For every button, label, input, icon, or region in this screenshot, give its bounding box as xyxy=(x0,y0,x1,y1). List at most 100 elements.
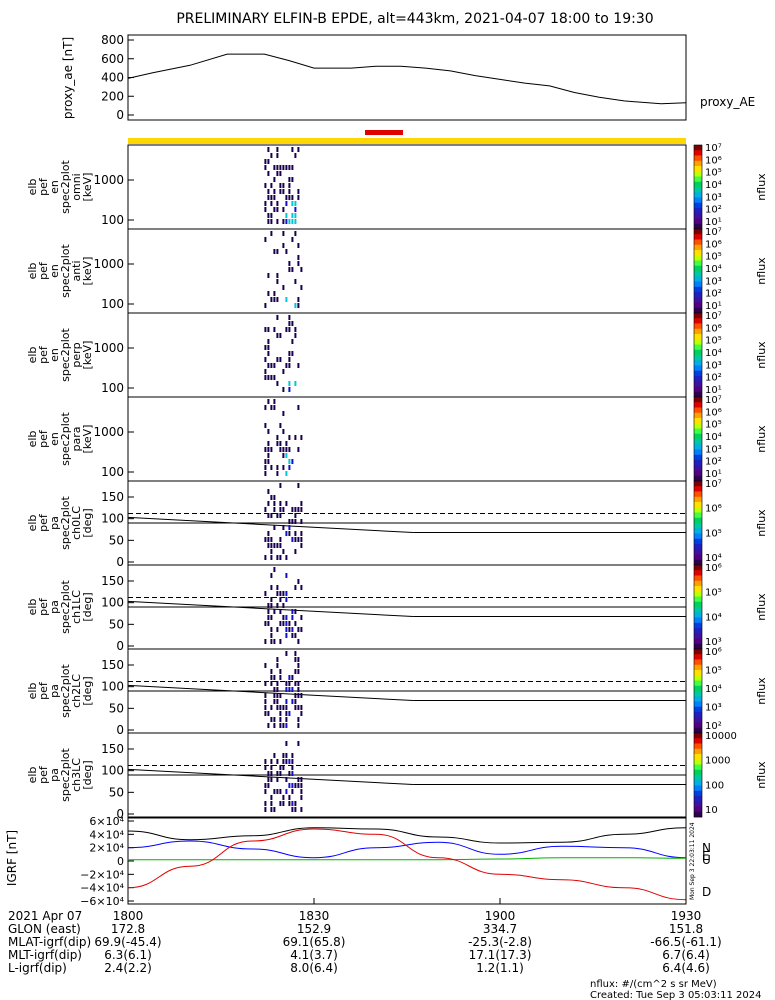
spectrogram-cell xyxy=(291,801,294,806)
table-row-label: GLON (east) xyxy=(8,922,81,936)
panel-ytick-label: 100 xyxy=(101,596,124,610)
panel-ytick-label: 1000 xyxy=(93,173,124,187)
colorbar-segment xyxy=(694,586,702,592)
spectrogram-cell xyxy=(276,279,279,284)
spectrogram-cell xyxy=(294,681,297,686)
colorbar-segment xyxy=(694,591,702,597)
colorbar-segment xyxy=(694,649,702,655)
spectrogram-cell xyxy=(267,783,270,788)
spectrogram-cell xyxy=(273,753,276,758)
spectrogram-cell xyxy=(276,207,279,212)
spectrogram-cell xyxy=(267,453,270,458)
spectrogram-cell xyxy=(264,165,267,170)
spectrogram-cell xyxy=(294,651,297,656)
spectrogram-cell xyxy=(267,351,270,356)
igrf-series-D xyxy=(127,828,687,901)
spectrogram-cell xyxy=(282,465,285,470)
colorbar-segment xyxy=(694,680,702,687)
spectrogram-cell xyxy=(270,447,273,452)
colorbar-segment xyxy=(694,696,702,702)
spectrogram-cell xyxy=(273,807,276,812)
panel-ylabel-line: elb xyxy=(26,347,39,364)
colorbar-segment xyxy=(694,286,702,293)
spectrogram-cell xyxy=(264,537,267,542)
spectrogram-cell xyxy=(276,543,279,548)
panel-ylabel-line: [deg] xyxy=(81,592,94,621)
panel-ylabel-line: elb xyxy=(26,767,39,784)
spectrogram-cell xyxy=(270,669,273,674)
spectrogram-cell xyxy=(276,627,279,632)
colorbar-segment xyxy=(694,544,702,550)
panel-ylabel-line: [keV] xyxy=(81,173,94,202)
spectrogram-cell xyxy=(273,525,276,530)
colorbar-label: nflux xyxy=(755,509,768,537)
spectrogram-cell xyxy=(279,801,282,806)
panel-ytick-label: 150 xyxy=(101,742,124,756)
panel-ylabel-line: ch2LC xyxy=(70,674,83,708)
spectrogram-cell xyxy=(282,759,285,764)
colorbar-segment xyxy=(694,402,702,408)
spectrogram-cell xyxy=(285,201,288,206)
spectrogram-cell xyxy=(270,375,273,380)
spectrogram-cell xyxy=(273,699,276,704)
spectrogram-cell xyxy=(264,207,267,212)
spectrogram-cell xyxy=(270,513,273,518)
spectrogram-cell xyxy=(270,213,273,218)
panel-ylabel-line: spec2plot xyxy=(59,748,72,802)
spectrogram-cell xyxy=(291,237,294,242)
colorbar-segment xyxy=(694,596,702,603)
colorbar-tick-label: 10⁴ xyxy=(705,348,722,359)
spectrogram-cell xyxy=(273,405,276,410)
colorbar-segment xyxy=(694,423,702,429)
spectrogram-cell xyxy=(288,195,291,200)
colorbar-label: nflux xyxy=(755,761,768,789)
colorbar-segment xyxy=(694,318,702,324)
spectrogram-cell xyxy=(291,627,294,632)
spectrogram-cell xyxy=(285,165,288,170)
spectrogram-cell xyxy=(279,423,282,428)
colorbar-segment xyxy=(694,654,702,660)
panel-ylabel-line: elb xyxy=(26,599,39,616)
spectrogram-cell xyxy=(264,471,267,476)
panel-ylabel-line: en xyxy=(48,264,61,278)
spectrogram-cell xyxy=(285,441,288,446)
spectrogram-cell xyxy=(285,759,288,764)
spectrogram-cell xyxy=(291,771,294,776)
spectrogram-cell xyxy=(291,789,294,794)
spectrogram-cell xyxy=(267,171,270,176)
spectrogram-cell xyxy=(270,633,273,638)
proxy-ae-ylabel: proxy_ae [nT] xyxy=(61,37,75,119)
spectrogram-cell xyxy=(285,651,288,656)
table-cell: 8.0(6.4) xyxy=(290,961,338,975)
spectrogram-cell xyxy=(285,741,288,746)
panel-ytick-label: 0 xyxy=(116,807,124,821)
spectrogram-cell xyxy=(285,705,288,710)
spectrogram-cell xyxy=(270,759,273,764)
colorbar-tick-label: 10³ xyxy=(705,637,722,648)
spectrogram-cell xyxy=(294,207,297,212)
spectrogram-cell xyxy=(291,219,294,224)
colorbar-segment xyxy=(694,208,702,214)
spectrogram-cell xyxy=(291,147,294,152)
colorbar-tick-label: 10⁴ xyxy=(705,612,722,623)
colorbar-tick-label: 10³ xyxy=(705,360,722,371)
panel-ytick-label: 1000 xyxy=(93,425,124,439)
spectrogram-cell xyxy=(282,705,285,710)
spectrogram-cell xyxy=(267,339,270,344)
colorbar-segment xyxy=(694,297,702,303)
spectrogram-cell xyxy=(291,699,294,704)
spectrogram-cell xyxy=(264,375,267,380)
colorbar-segment xyxy=(694,617,702,624)
colorbar-segment xyxy=(694,722,702,729)
spectrogram-cell xyxy=(288,363,291,368)
colorbar-segment xyxy=(694,523,702,529)
panel-pa_ch2lc: elbpefpaspec2plotch2LC[deg]15010050010⁶1… xyxy=(26,647,768,737)
colorbar-tick-label: 10⁷ xyxy=(705,395,722,406)
spectrogram-cell xyxy=(294,507,297,512)
colorbar-segment xyxy=(694,223,702,230)
spectrogram-cell xyxy=(297,657,300,662)
spectrogram-cell xyxy=(300,585,303,590)
colorbar-segment xyxy=(694,691,702,697)
